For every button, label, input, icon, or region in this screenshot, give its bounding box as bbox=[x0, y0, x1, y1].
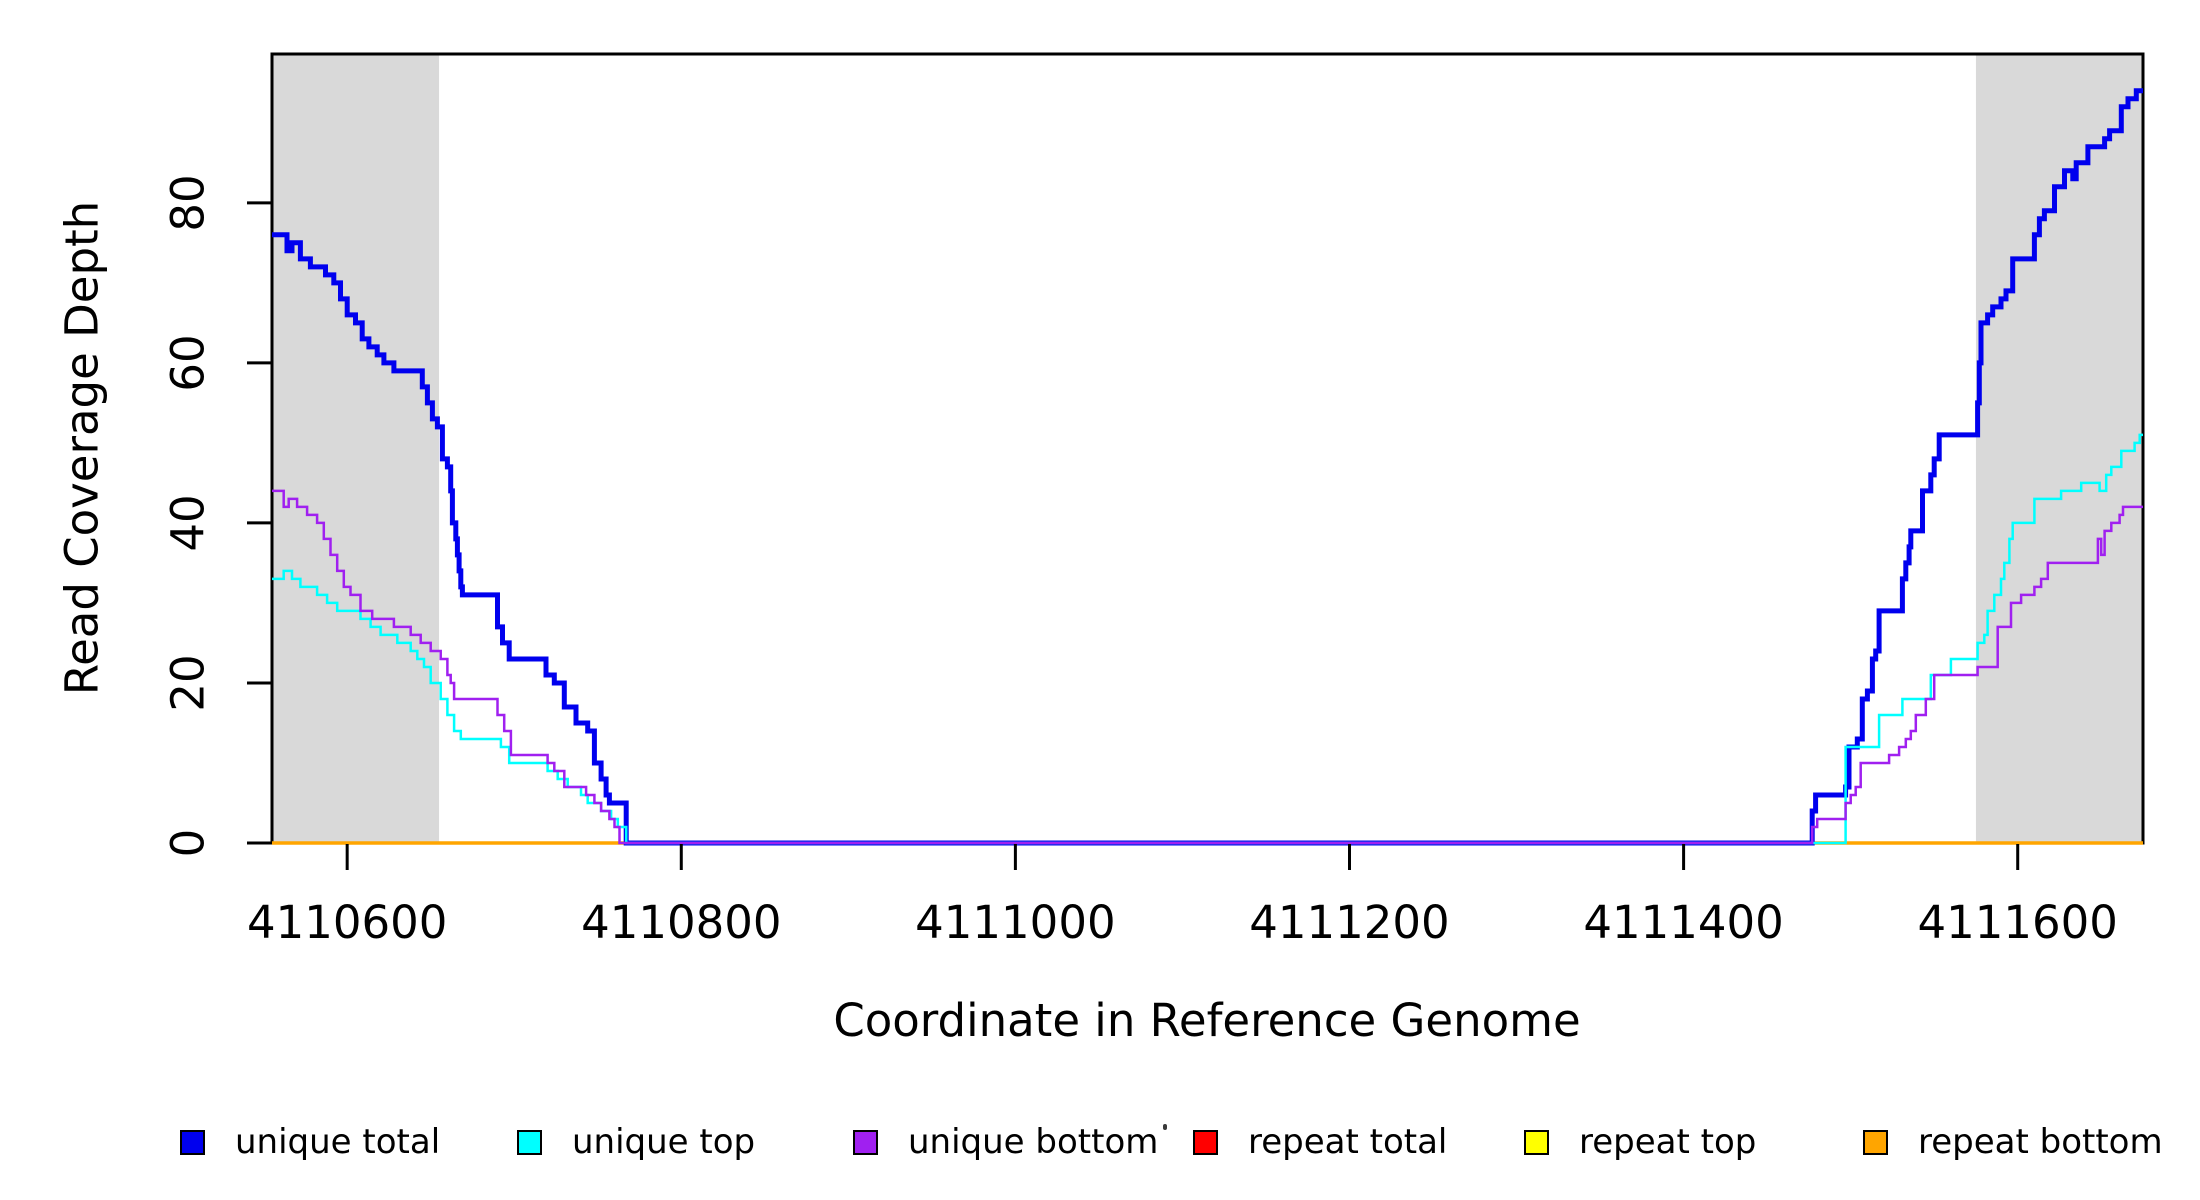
legend-item-unique-top: unique top bbox=[517, 1124, 755, 1160]
legend-item-unique-bottom: unique bottom bbox=[853, 1124, 1158, 1160]
y-tick-label: 0 bbox=[161, 828, 215, 858]
series-line-unique-bottom bbox=[272, 489, 2143, 845]
x-tick-label: 4111400 bbox=[1583, 896, 1784, 949]
y-tick-label: 60 bbox=[161, 334, 215, 392]
legend-label-unique-total: unique total bbox=[235, 1122, 441, 1162]
shaded-region-right-flank bbox=[1975, 54, 2143, 843]
x-tick-label: 4111200 bbox=[1249, 896, 1450, 949]
legend-swatch-repeat-total bbox=[1193, 1129, 1218, 1155]
legend-label-repeat-bottom: repeat bottom bbox=[1918, 1122, 2163, 1162]
legend-swatch-repeat-top bbox=[1524, 1129, 1549, 1155]
x-axis-title: Coordinate in Reference Genome bbox=[833, 994, 1581, 1047]
series-line-unique-top bbox=[272, 433, 2143, 845]
legend-label-repeat-top: repeat top bbox=[1579, 1122, 1757, 1162]
legend-item-repeat-bottom: repeat bottom bbox=[1863, 1124, 2163, 1160]
series-line-unique-total bbox=[272, 88, 2143, 846]
x-tick-label: 4111600 bbox=[1917, 896, 2118, 949]
legend-swatch-unique-bottom bbox=[853, 1129, 878, 1155]
legend-item-repeat-top: repeat top bbox=[1524, 1124, 1756, 1160]
legend-label-repeat-total: repeat total bbox=[1248, 1122, 1448, 1162]
y-tick-label: 80 bbox=[161, 174, 215, 232]
legend-label-unique-top: unique top bbox=[572, 1122, 756, 1162]
legend-label-unique-bottom: unique bottom bbox=[908, 1122, 1159, 1162]
stray-mark bbox=[1163, 1124, 1167, 1130]
x-tick-label: 4110800 bbox=[581, 896, 782, 949]
y-axis-title: Read Coverage Depth bbox=[55, 200, 109, 696]
legend-swatch-unique-top bbox=[517, 1129, 542, 1155]
legend-swatch-unique-total bbox=[180, 1129, 205, 1155]
shaded-region-left-flank bbox=[272, 54, 440, 843]
y-tick-label: 40 bbox=[161, 494, 215, 552]
legend-item-unique-total: unique total bbox=[180, 1124, 440, 1160]
y-tick-label: 20 bbox=[161, 654, 215, 712]
legend-item-repeat-total: repeat total bbox=[1193, 1124, 1447, 1160]
x-tick-label: 4111000 bbox=[915, 896, 1116, 949]
legend-swatch-repeat-bottom bbox=[1863, 1129, 1888, 1155]
x-tick-label: 4110600 bbox=[246, 896, 448, 949]
